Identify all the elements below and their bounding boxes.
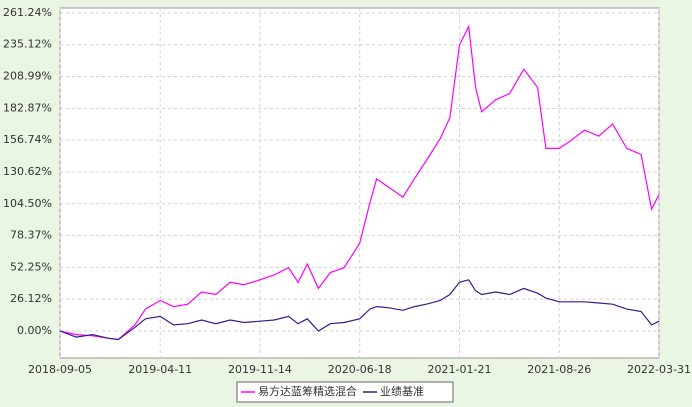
y-tick-label: 235.12%	[3, 38, 52, 51]
y-tick-label: 26.12%	[10, 292, 52, 305]
series-line	[59, 24, 660, 341]
x-tick-label: 2018-09-05	[28, 363, 92, 376]
y-tick-label: 208.99%	[3, 70, 52, 83]
x-tick-label: 2022-03-31	[627, 363, 691, 376]
legend-label: 易方达蓝筹精选混合	[258, 384, 357, 398]
y-tick-label: 0.00%	[17, 324, 52, 337]
y-tick-label: 52.25%	[10, 260, 52, 273]
x-tick-label: 2020-06-18	[328, 363, 392, 376]
legend-label: 业绩基准	[380, 385, 424, 398]
y-tick-label: 156.74%	[3, 133, 52, 146]
y-tick-label: 78.37%	[10, 229, 52, 242]
y-tick-label: 130.62%	[3, 165, 52, 178]
x-tick-label: 2019-04-11	[128, 363, 192, 376]
legend	[236, 381, 454, 403]
y-tick-label: 182.87%	[3, 101, 52, 114]
y-tick-label: 261.24%	[3, 6, 52, 19]
x-tick-label: 2021-01-21	[428, 363, 492, 376]
x-tick-label: 2019-11-14	[228, 363, 292, 376]
y-tick-label: 104.50%	[3, 197, 52, 210]
series-line	[59, 279, 660, 341]
x-tick-label: 2021-08-26	[527, 363, 591, 376]
